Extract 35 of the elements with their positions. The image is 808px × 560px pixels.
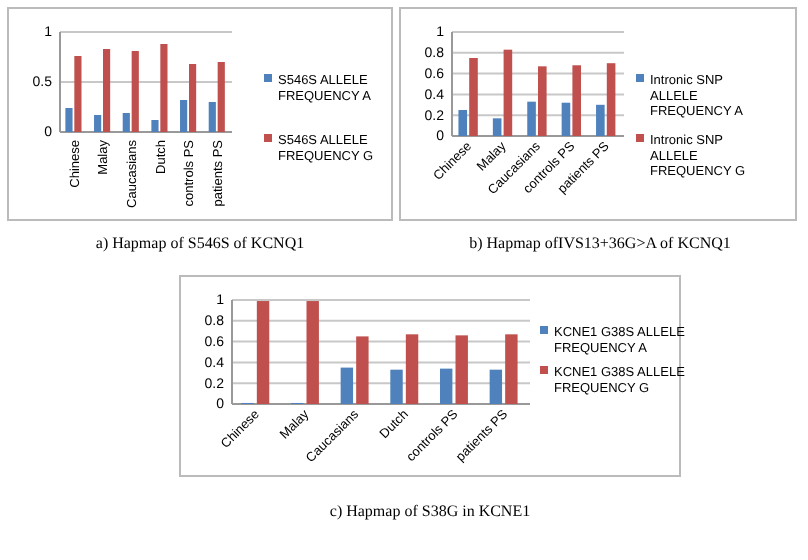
bar: [189, 64, 197, 132]
bar: [151, 120, 159, 132]
bar: [527, 101, 536, 136]
text: a) Hapmap of S546S of KCNQ1: [95, 234, 305, 252]
bar: [561, 102, 571, 136]
bar: [306, 301, 319, 404]
bar: [256, 301, 270, 404]
bar: [65, 108, 73, 132]
text: b) Hapmap ofIVS13+36G>A of KCNQ1: [469, 234, 731, 252]
bar: [405, 334, 419, 404]
bar: [160, 44, 168, 132]
bar: [122, 113, 130, 132]
bar: [131, 51, 139, 132]
bar: [103, 49, 111, 132]
bar: [572, 65, 581, 136]
bar: [390, 369, 403, 404]
bar: [439, 368, 453, 404]
text: c) Hapmap of S38G in KCNE1: [329, 502, 531, 520]
bar: [455, 335, 468, 404]
bar: [505, 334, 518, 404]
bar: [469, 58, 478, 136]
bar: [180, 100, 188, 132]
bar: [596, 104, 605, 136]
bar: [217, 62, 225, 132]
bar: [458, 110, 468, 136]
bar: [538, 66, 547, 136]
bar: [492, 118, 502, 136]
bar: [503, 49, 513, 136]
bar: [489, 369, 503, 404]
bar: [74, 56, 82, 132]
bar: [606, 63, 616, 136]
bar: [208, 102, 216, 132]
bar: [340, 367, 354, 404]
bar: [356, 336, 369, 404]
bar: [94, 115, 102, 132]
